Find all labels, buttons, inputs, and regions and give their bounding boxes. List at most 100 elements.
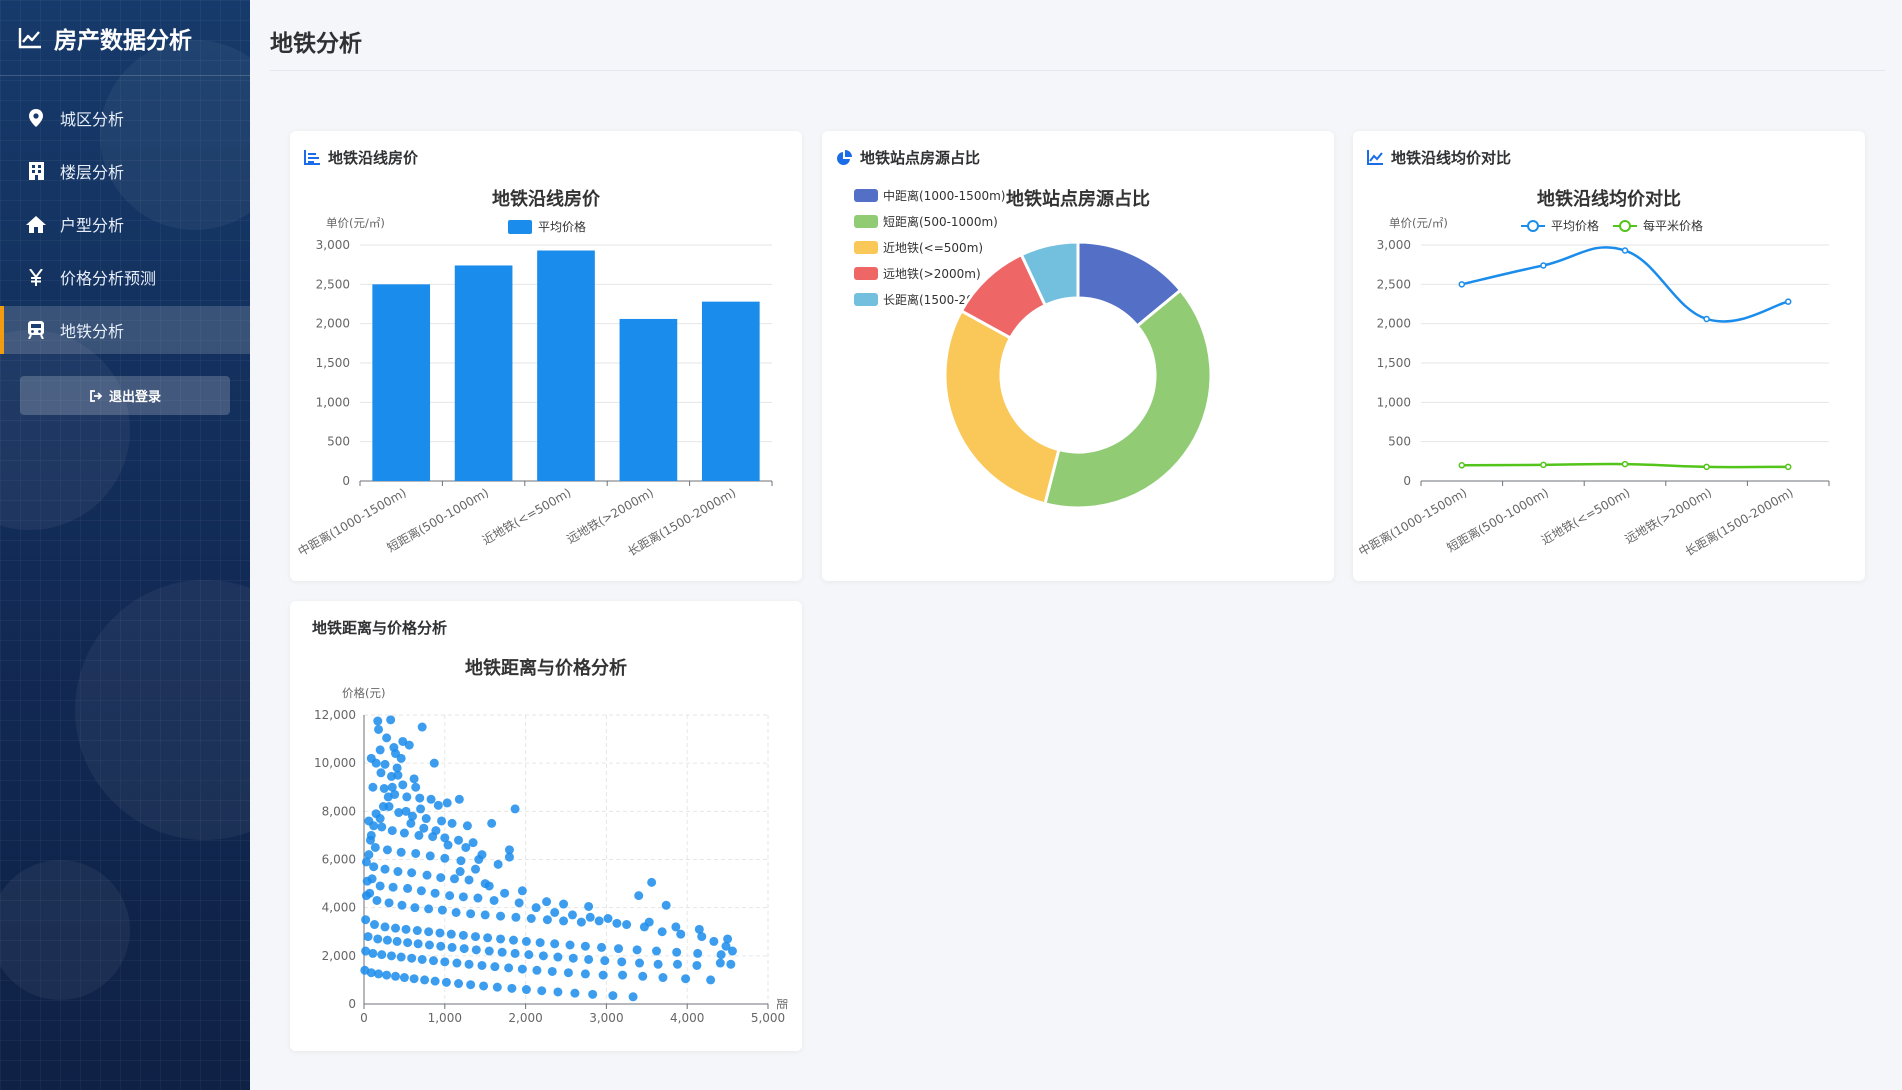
scatter-point bbox=[480, 910, 490, 920]
sidebar-item-subway[interactable]: 地铁分析 bbox=[0, 306, 250, 354]
scatter-point bbox=[454, 835, 464, 845]
line-chart-card: 地铁沿线均价对比 单价(元/㎡) 平均价格 每平米价格 0 500 1,000 1,500 2,… bbox=[1353, 131, 1865, 581]
scatter-point bbox=[411, 848, 421, 858]
scatter-point bbox=[417, 954, 427, 964]
scatter-point bbox=[542, 915, 552, 925]
scatter-point bbox=[511, 912, 521, 922]
x-tick-label: 4,000 bbox=[670, 1011, 704, 1025]
scatter-point bbox=[634, 891, 644, 901]
scatter-point bbox=[462, 821, 472, 831]
scatter-point bbox=[727, 946, 737, 956]
bar-chart-icon bbox=[304, 150, 320, 165]
legend-label: 平均价格 bbox=[538, 219, 586, 234]
scatter-point bbox=[365, 888, 375, 898]
scatter-point bbox=[508, 935, 518, 945]
scatter-point bbox=[514, 898, 524, 908]
scatter-point bbox=[401, 806, 411, 816]
sidebar-item-price-prediction[interactable]: 价格分析预测 bbox=[0, 253, 250, 301]
x-tick-label: 3,000 bbox=[589, 1011, 623, 1025]
scatter-point bbox=[383, 792, 393, 802]
sidebar-item-layout[interactable]: 户型分析 bbox=[0, 200, 250, 248]
y-tick-label: 12,000 bbox=[314, 708, 356, 722]
sidebar-item-district[interactable]: 城区分析 bbox=[0, 94, 250, 142]
scatter-point bbox=[428, 956, 438, 966]
legend-label: 每平米价格 bbox=[1643, 218, 1703, 233]
y-tick-label: 10,000 bbox=[314, 756, 356, 770]
scatter-point bbox=[447, 942, 457, 952]
data-point bbox=[1621, 460, 1629, 468]
data-point bbox=[1784, 298, 1792, 305]
bar bbox=[701, 301, 760, 481]
scatter-point bbox=[715, 958, 725, 968]
scatter-point bbox=[504, 845, 514, 855]
x-tick-label: 近地铁(<=500m) bbox=[1539, 485, 1633, 547]
scatter-point bbox=[378, 802, 388, 812]
sidebar-grid-pattern bbox=[0, 0, 250, 1090]
scatter-point bbox=[387, 782, 397, 792]
scatter-point bbox=[402, 792, 412, 802]
scatter-point bbox=[580, 941, 590, 951]
sidebar-item-label: 地铁分析 bbox=[60, 322, 125, 341]
scatter-point bbox=[442, 798, 452, 808]
scatter-point bbox=[600, 956, 610, 966]
legend-label: 短距离(500-1000m) bbox=[883, 214, 998, 229]
scatter-point bbox=[409, 974, 419, 984]
y-tick-label: 1,500 bbox=[1377, 356, 1411, 370]
y-tick-label: 2,000 bbox=[316, 317, 350, 331]
y-tick-label: 500 bbox=[327, 435, 350, 449]
data-point bbox=[1621, 247, 1629, 254]
scatter-point bbox=[375, 745, 385, 755]
scatter-point bbox=[419, 823, 429, 833]
scatter-point bbox=[493, 859, 503, 869]
scatter-point bbox=[413, 939, 423, 949]
scatter-point bbox=[391, 971, 401, 981]
chart-line-icon bbox=[1367, 150, 1383, 165]
legend-label: 平均价格 bbox=[1551, 218, 1599, 233]
scatter-point bbox=[484, 881, 494, 891]
scatter-point bbox=[401, 924, 411, 934]
scatter-point bbox=[673, 959, 683, 969]
scatter-point bbox=[397, 900, 407, 910]
scatter-point bbox=[466, 909, 476, 919]
y-tick-label: 3,000 bbox=[1377, 238, 1411, 252]
scatter-point bbox=[393, 867, 403, 877]
scatter-chart-card: 地铁距离与价格分析 价格(元) 0 2,000 4,000 6,000 8,000 10,00… bbox=[290, 601, 802, 1051]
scatter-point bbox=[618, 970, 628, 980]
scatter-point bbox=[580, 969, 590, 979]
logout-button[interactable]: 退出登录 bbox=[20, 376, 230, 415]
scatter-point bbox=[484, 946, 494, 956]
bar bbox=[454, 265, 513, 481]
scatter-point bbox=[392, 763, 402, 773]
legend-marker bbox=[1527, 220, 1539, 232]
scatter-point bbox=[568, 953, 578, 963]
scatter-point bbox=[464, 875, 474, 885]
x-tick-label: 1,000 bbox=[428, 1011, 462, 1025]
y-axis-label: 单价(元/㎡) bbox=[326, 216, 385, 230]
y-tick-label: 0 bbox=[1403, 474, 1411, 488]
scatter-point bbox=[382, 970, 392, 980]
y-axis-label: 单价(元/㎡) bbox=[1389, 216, 1448, 230]
scatter-point bbox=[709, 936, 719, 946]
sidebar-item-floor[interactable]: 楼层分析 bbox=[0, 147, 250, 195]
scatter-point bbox=[446, 929, 456, 939]
scatter-point bbox=[415, 793, 425, 803]
scatter-point bbox=[565, 940, 575, 950]
scatter-point bbox=[559, 916, 569, 926]
app-title: 房产数据分析 bbox=[54, 28, 192, 54]
scatter-point bbox=[380, 759, 390, 769]
scatter-point bbox=[409, 774, 419, 784]
scatter-point bbox=[370, 842, 380, 852]
scatter-point bbox=[431, 826, 441, 836]
scatter-point bbox=[681, 974, 691, 984]
scatter-point bbox=[538, 951, 548, 961]
scatter-point bbox=[507, 983, 517, 993]
scatter-point bbox=[430, 888, 440, 898]
scatter-point bbox=[386, 715, 396, 725]
scatter-point bbox=[672, 947, 682, 957]
scatter-point bbox=[603, 914, 613, 924]
pie-slice bbox=[1019, 240, 1080, 307]
scatter-point bbox=[396, 952, 406, 962]
scatter-point bbox=[635, 958, 645, 968]
scatter-point bbox=[399, 973, 409, 983]
